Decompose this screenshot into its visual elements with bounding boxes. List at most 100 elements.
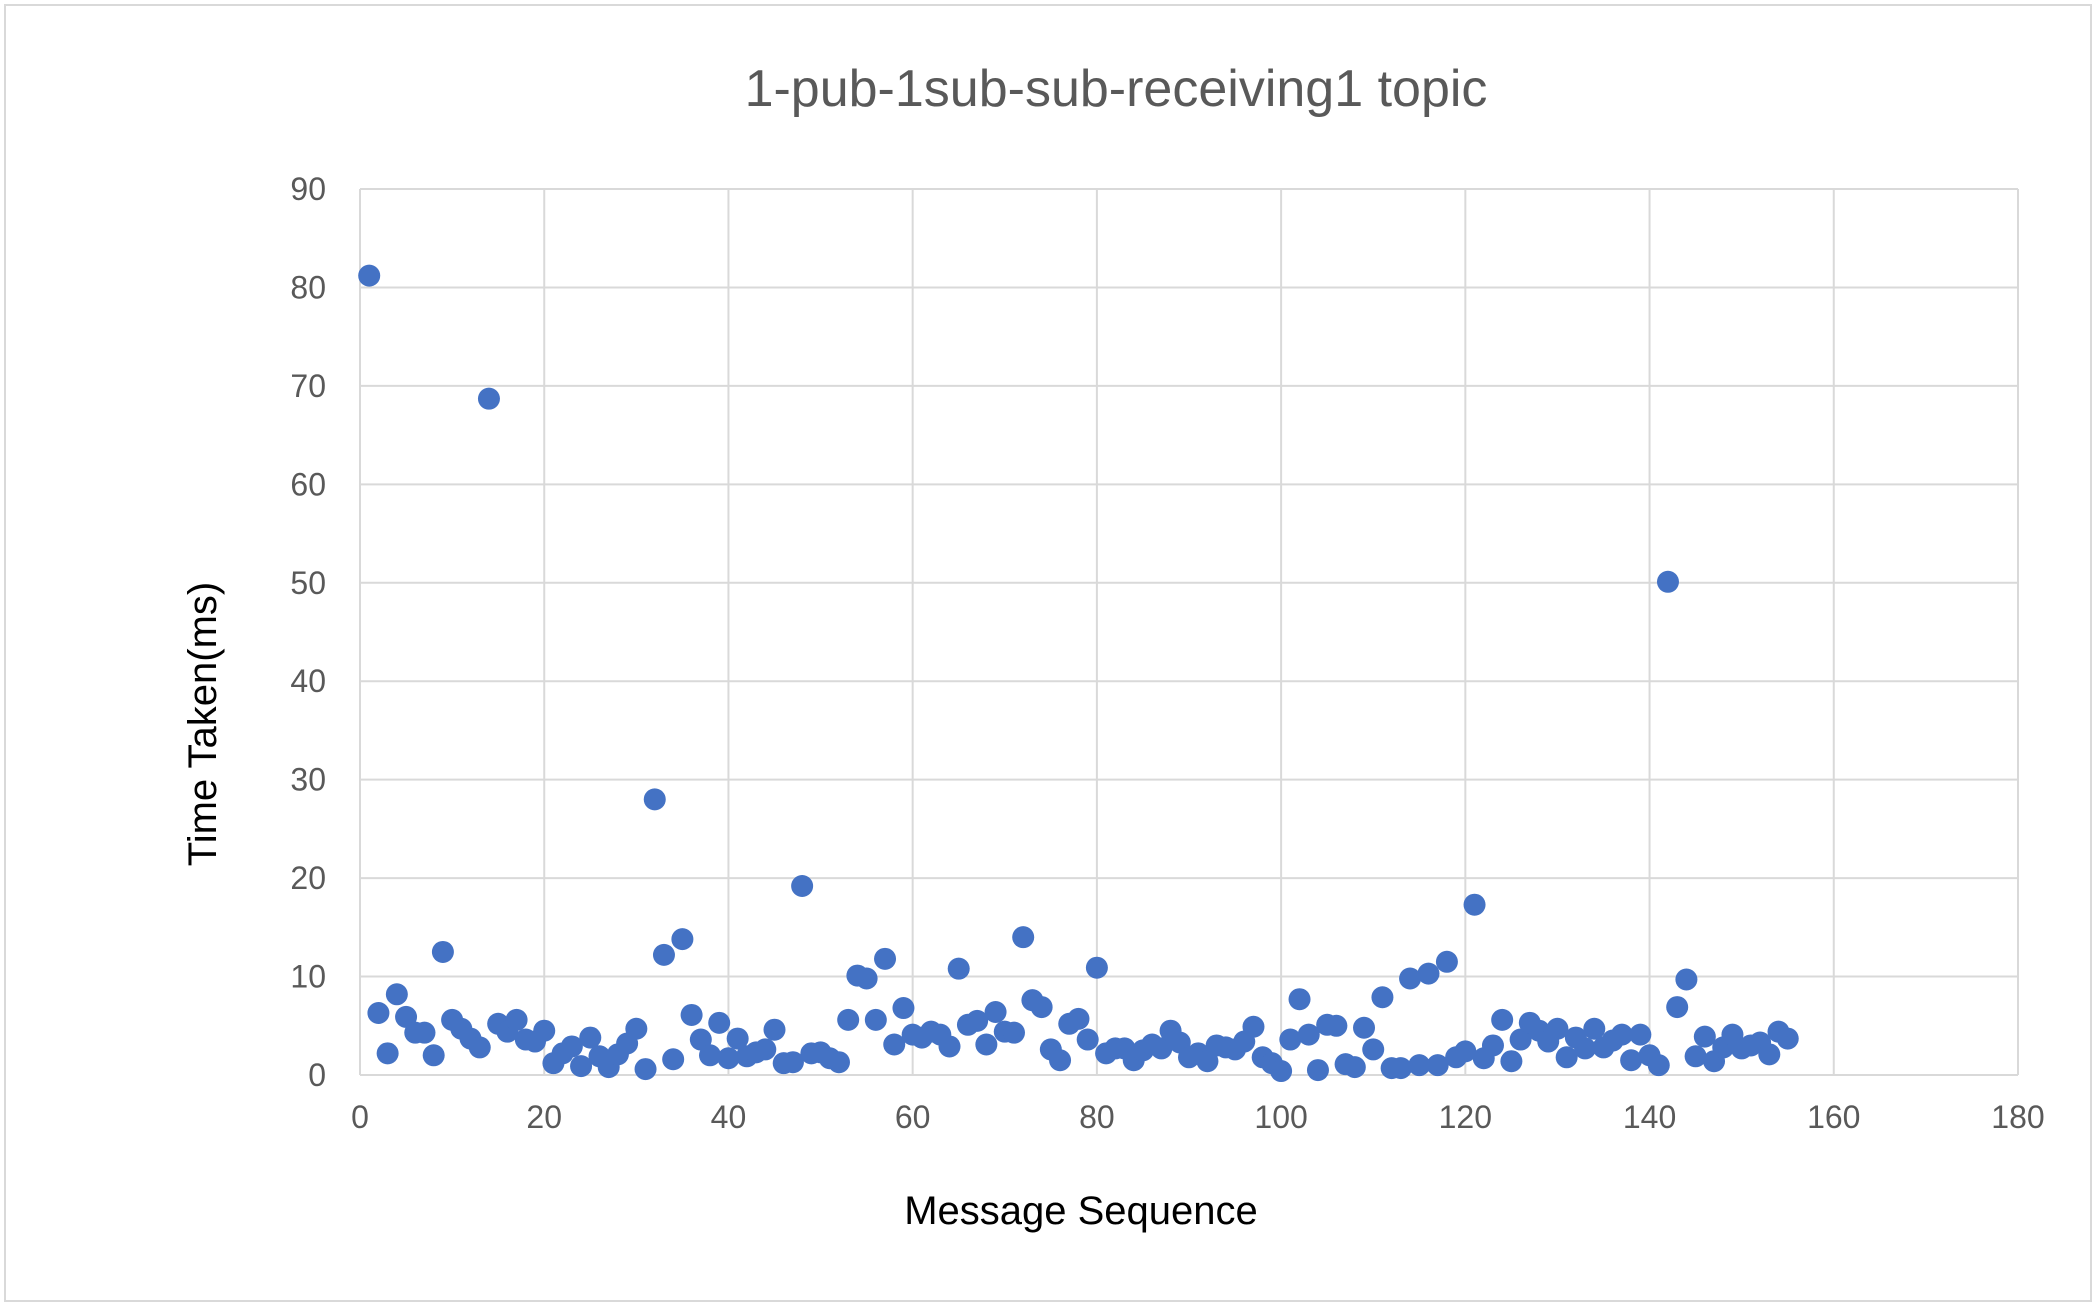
data-point [1325,1014,1348,1037]
data-point [358,264,381,287]
y-tick-label: 40 [290,663,326,699]
data-point [1546,1017,1569,1040]
data-point [1620,1049,1643,1072]
chart-frame: 0 20 40 60 80 100 120 140 160 180 0 10 20 30 40 50 60 70 8… [4,4,2092,1302]
data-point [1371,986,1394,1009]
scatter-chart: 0 20 40 60 80 100 120 140 160 180 0 10 20 30 40 50 60 70 8… [181,60,2045,1233]
data-point [947,957,970,980]
x-tick-label: 160 [1807,1099,1860,1135]
data-point [1353,1016,1376,1039]
data-point [754,1038,777,1061]
data-point [413,1021,436,1044]
data-point [1306,1059,1329,1082]
data-point [533,1019,556,1042]
data-point [385,983,408,1006]
y-tick-label: 30 [290,762,326,798]
data-point [966,1009,989,1032]
data-point [671,928,694,951]
data-point [1776,1027,1799,1050]
data-point [1666,996,1689,1019]
data-point [763,1018,786,1041]
data-point [680,1003,703,1026]
chart-title: 1-pub-1sub-sub-receiving1 topic [745,60,1488,118]
x-tick-label: 140 [1623,1099,1676,1135]
data-point [1509,1028,1532,1051]
data-point [855,967,878,990]
data-point [1574,1037,1597,1060]
data-point [1279,1028,1302,1051]
data-points [358,264,1799,1083]
data-point [699,1044,722,1067]
y-tick-label: 90 [290,171,326,207]
data-point [1030,996,1053,1019]
data-point [1408,1054,1431,1077]
data-point [505,1008,528,1031]
data-point [1491,1008,1514,1031]
data-point [1555,1046,1578,1069]
x-tick-label: 0 [351,1099,369,1135]
data-point [1049,1049,1072,1072]
data-point [1481,1034,1504,1057]
data-point [1012,926,1035,949]
data-point [1656,570,1679,593]
data-point [1693,1025,1716,1048]
data-point [717,1047,740,1070]
data-point [837,1008,860,1031]
data-point [376,1042,399,1065]
y-tick-label: 20 [290,860,326,896]
data-point [1435,950,1458,973]
data-point [652,943,675,966]
data-point [1067,1007,1090,1030]
data-point [1085,956,1108,979]
y-tick-label: 0 [308,1057,326,1093]
data-point [634,1058,657,1081]
data-point [1002,1021,1025,1044]
data-point [431,940,454,963]
data-point [625,1017,648,1040]
data-point [975,1033,998,1056]
data-point [892,997,915,1020]
y-tick-label: 60 [290,466,326,502]
data-point [1583,1017,1606,1040]
data-point [1076,1028,1099,1051]
x-tick-label: 40 [711,1099,747,1135]
data-point [1426,1054,1449,1077]
x-tick-label: 120 [1439,1099,1492,1135]
gridlines [359,188,2019,1076]
x-tick-label: 60 [895,1099,931,1135]
data-point [477,387,500,410]
x-tick-label: 180 [1991,1099,2044,1135]
data-point [1150,1037,1173,1060]
x-tick-label: 80 [1079,1099,1115,1135]
data-point [1270,1060,1293,1083]
data-point [1288,988,1311,1011]
data-point [938,1035,961,1058]
data-point [864,1008,887,1031]
data-point [708,1011,731,1034]
data-point [468,1036,491,1059]
data-point [1362,1038,1385,1061]
data-point [643,788,666,811]
data-point [579,1026,602,1049]
data-point [1417,962,1440,985]
data-point [1675,968,1698,991]
data-point [1343,1056,1366,1079]
data-point [791,874,814,897]
data-point [883,1033,906,1056]
data-point [1389,1057,1412,1080]
data-point [1629,1023,1652,1046]
x-tick-label: 100 [1254,1099,1307,1135]
data-point [827,1051,850,1074]
tick-labels: 0 20 40 60 80 100 120 140 160 180 0 10 20 30 40 50 60 70 8… [290,171,2044,1135]
data-point [422,1044,445,1067]
y-tick-label: 10 [290,959,326,995]
x-axis-title: Message Sequence [904,1189,1258,1233]
data-point [560,1035,583,1058]
data-point [781,1051,804,1074]
data-point [1610,1023,1633,1046]
x-tick-label: 20 [526,1099,562,1135]
data-point [1463,893,1486,916]
data-point [1684,1045,1707,1068]
data-point [874,947,897,970]
y-axis-title: Time Taken(ms) [181,582,225,867]
